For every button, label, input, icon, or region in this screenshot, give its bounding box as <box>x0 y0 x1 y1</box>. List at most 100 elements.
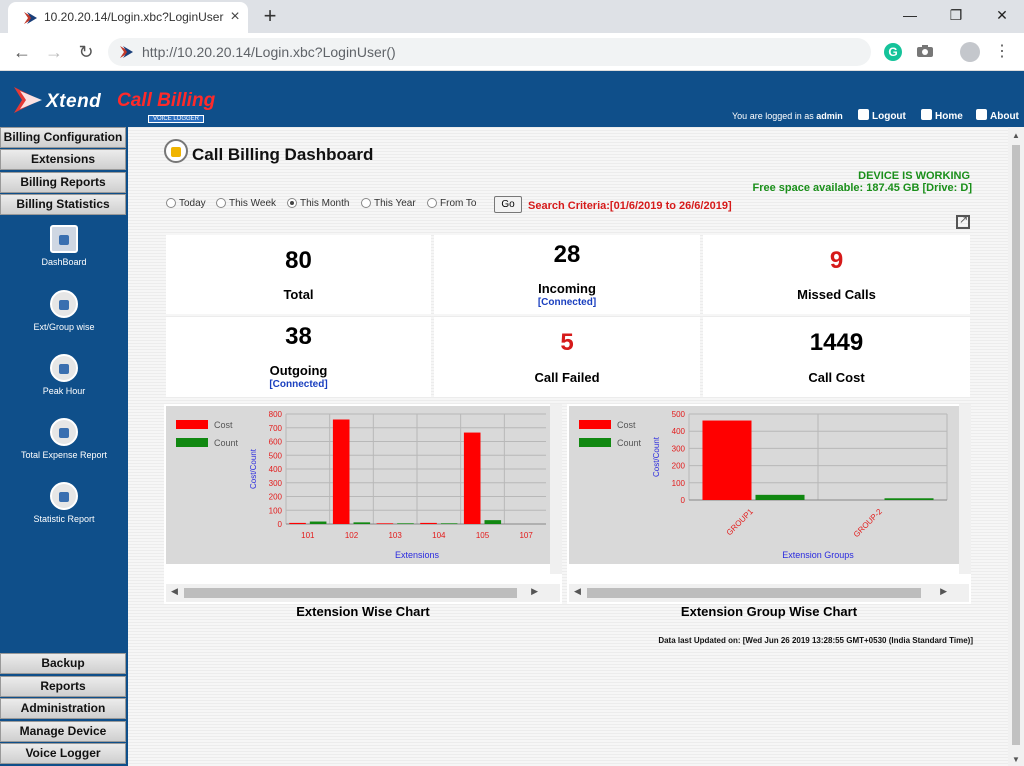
forward-icon[interactable]: → <box>45 42 63 62</box>
app-logo[interactable]: Xtend Call Billing VOICE LOGGER <box>12 79 232 123</box>
chart-scrollbar-h[interactable]: ◀ ▶ <box>569 584 969 602</box>
sidebar-item-label: Ext/Group wise <box>33 322 95 332</box>
stat-total: 80 Total <box>166 235 431 314</box>
y-tick-label: 0 <box>278 520 283 529</box>
scroll-thumb[interactable] <box>1012 145 1020 745</box>
scroll-thumb[interactable] <box>184 588 517 598</box>
new-tab-icon[interactable]: + <box>263 3 277 28</box>
restore-icon[interactable]: ❐ <box>949 7 963 23</box>
browser-toolbar: ← → ↻ http://10.20.20.14/Login.xbc?Login… <box>0 33 1024 71</box>
y-tick-label: 800 <box>269 410 283 419</box>
sidebar-item-label: Statistic Report <box>33 514 95 524</box>
page-scrollbar[interactable]: ▲ ▼ <box>1008 127 1024 766</box>
scroll-thumb[interactable] <box>587 588 921 598</box>
statistic-report-icon <box>50 482 78 510</box>
filter-this-month[interactable]: This Month <box>287 198 349 209</box>
chart-scrollbar-v[interactable] <box>550 404 562 574</box>
site-icon <box>120 46 133 58</box>
bar-count-group-2 <box>884 498 934 500</box>
menu-extensions[interactable]: Extensions <box>0 149 126 170</box>
x-tick-label: GROUP1 <box>725 507 756 538</box>
stat-label: Call Failed <box>534 370 600 385</box>
menu-manage-device[interactable]: Manage Device <box>0 721 126 742</box>
scroll-left-icon[interactable]: ◀ <box>574 586 581 596</box>
stat-value: 1449 <box>809 329 864 356</box>
expense-report-icon <box>50 418 78 446</box>
stat-sub: [Connected] <box>537 297 597 308</box>
bar-count-103 <box>397 523 414 524</box>
menu-billing-reports[interactable]: Billing Reports <box>0 172 126 193</box>
menu-voice-logger[interactable]: Voice Logger <box>0 743 126 764</box>
sidebar-item-ext-group-wise[interactable]: Ext/Group wise <box>0 290 128 332</box>
sidebar-item-label: Total Expense Report <box>20 450 108 460</box>
sidebar-item-label: Peak Hour <box>42 386 86 396</box>
scroll-right-icon[interactable]: ▶ <box>940 586 947 596</box>
minimize-icon[interactable]: — <box>903 7 917 23</box>
browser-tab[interactable]: 10.20.20.14/Login.xbc?LoginUser() × <box>8 2 248 33</box>
address-bar[interactable]: http://10.20.20.14/Login.xbc?LoginUser() <box>108 38 871 66</box>
menu-reports[interactable]: Reports <box>0 676 126 697</box>
bar-cost-101 <box>289 522 306 524</box>
y-axis-title: Cost/Count <box>249 448 258 489</box>
reload-icon[interactable]: ↻ <box>78 42 94 62</box>
x-tick-label: 102 <box>345 531 359 540</box>
scroll-right-icon[interactable]: ▶ <box>531 586 538 596</box>
filter-today[interactable]: Today <box>166 198 206 209</box>
profile-avatar-icon[interactable] <box>960 42 980 62</box>
sidebar-item-statistic-report[interactable]: Statistic Report <box>0 482 128 524</box>
stat-value: 28 <box>553 241 581 268</box>
filter-from-to[interactable]: From To <box>427 198 477 209</box>
sidebar-item-peak-hour[interactable]: Peak Hour <box>0 354 128 396</box>
stat-value: 38 <box>285 323 312 350</box>
tab-title: 10.20.20.14/Login.xbc?LoginUser() <box>44 10 224 24</box>
legend-label-cost: Cost <box>214 420 233 430</box>
device-status: DEVICE IS WORKING <box>858 170 970 182</box>
scroll-up-icon[interactable]: ▲ <box>1012 131 1020 140</box>
sidebar-item-dashboard[interactable]: DashBoard <box>0 225 128 267</box>
go-button[interactable]: Go <box>494 196 522 213</box>
chart-scrollbar-h[interactable]: ◀ ▶ <box>166 584 560 602</box>
legend-swatch-cost <box>176 420 208 429</box>
about-icon <box>976 109 987 120</box>
x-axis-title: Extensions <box>395 550 440 560</box>
x-tick-label: GROUP-2 <box>852 507 885 540</box>
logout-link[interactable]: Logout <box>858 109 906 122</box>
menu-administration[interactable]: Administration <box>0 698 126 719</box>
close-window-icon[interactable]: ✕ <box>996 7 1008 23</box>
bar-count-105 <box>484 520 502 524</box>
filter-this-year[interactable]: This Year <box>361 198 416 209</box>
radio-dot <box>427 198 437 208</box>
about-link[interactable]: About <box>976 109 1019 122</box>
home-link[interactable]: Home <box>921 109 963 122</box>
browser-tabstrip: 10.20.20.14/Login.xbc?LoginUser() × + — … <box>0 0 1024 33</box>
y-tick-label: 400 <box>269 465 283 474</box>
popout-icon[interactable] <box>956 213 970 229</box>
dashboard-icon <box>50 225 78 253</box>
back-icon[interactable]: ← <box>13 42 31 62</box>
bar-cost-102 <box>332 419 350 524</box>
menu-kebab-icon[interactable]: ⋮ <box>994 43 1010 60</box>
grammarly-icon[interactable]: G <box>884 43 902 61</box>
logo-call-billing: Call Billing <box>117 90 216 111</box>
scroll-down-icon[interactable]: ▼ <box>1012 755 1020 764</box>
legend-label-count: Count <box>214 438 239 448</box>
camera-icon[interactable] <box>916 44 934 58</box>
y-tick-label: 200 <box>269 493 283 502</box>
menu-billing-statistics[interactable]: Billing Statistics <box>0 194 126 215</box>
stat-outgoing: 38 Outgoing [Connected] <box>166 317 431 397</box>
extension-wise-chart: Cost Count 0 100 200 300 400 500 600 700 800 101 102… <box>176 410 549 560</box>
stat-label: Missed Calls <box>797 287 876 302</box>
extension-group-wise-chart: Cost Count 0 100 200 300 400 500 GROUP1 GROUP-2 Ex… <box>579 410 948 560</box>
filter-this-week[interactable]: This Week <box>216 198 276 209</box>
chart2-caption: Extension Group Wise Chart <box>680 604 858 619</box>
menu-backup[interactable]: Backup <box>0 653 126 674</box>
chart-scrollbar-v[interactable] <box>959 404 971 574</box>
tab-close-icon[interactable]: × <box>230 8 240 25</box>
sidebar-item-total-expense-report[interactable]: Total Expense Report <box>0 418 128 460</box>
scroll-left-icon[interactable]: ◀ <box>171 586 178 596</box>
y-tick-label: 500 <box>672 410 686 419</box>
x-tick-label: 104 <box>432 531 446 540</box>
menu-billing-configuration[interactable]: Billing Configuration <box>0 127 126 148</box>
logout-icon <box>858 109 869 120</box>
bar-cost-105 <box>463 432 481 524</box>
